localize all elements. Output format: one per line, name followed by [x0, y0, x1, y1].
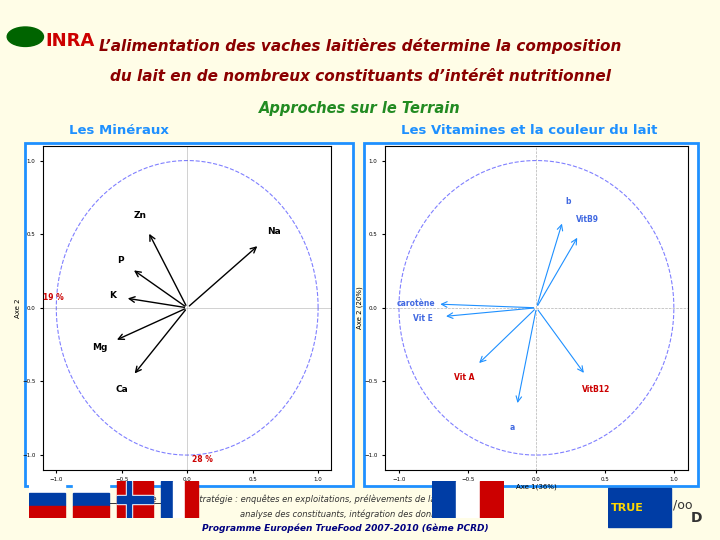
Bar [117, 495, 153, 504]
Bar [456, 481, 480, 518]
Y-axis label: Axe 2: Axe 2 [15, 298, 21, 318]
Text: Zn: Zn [134, 212, 147, 220]
Text: Na: Na [267, 227, 281, 236]
Text: K: K [109, 292, 116, 300]
Bar [185, 481, 197, 518]
Bar [73, 481, 109, 493]
Text: INRA: INRA [45, 31, 95, 50]
Bar [432, 481, 456, 518]
Text: P: P [117, 256, 124, 266]
Text: Vit A: Vit A [454, 373, 474, 382]
Bar [73, 493, 109, 506]
Text: Ca: Ca [116, 384, 128, 394]
Bar [127, 481, 132, 518]
Bar [174, 481, 185, 518]
Text: 19 %: 19 % [43, 293, 64, 302]
Bar [29, 506, 65, 518]
Text: /oo: /oo [673, 498, 693, 511]
Text: 28 %: 28 % [192, 455, 213, 464]
Bar [608, 488, 671, 526]
Bar [126, 481, 132, 518]
Text: D: D [691, 511, 703, 525]
Text: Programme Européen TrueFood 2007-2010 (6ème PCRD): Programme Européen TrueFood 2007-2010 (6… [202, 523, 489, 533]
Text: Stratégie: Stratégie [119, 495, 158, 504]
Text: a: a [510, 423, 516, 432]
Bar [73, 506, 109, 518]
Text: Approches sur le Terrain: Approches sur le Terrain [259, 100, 461, 116]
Text: VitB9: VitB9 [577, 215, 600, 224]
Bar [29, 493, 65, 506]
Text: b: b [566, 197, 571, 206]
Bar [117, 496, 153, 503]
Text: Mg: Mg [92, 343, 107, 352]
Text: VitB12: VitB12 [582, 386, 611, 394]
Circle shape [7, 27, 43, 46]
Bar [480, 481, 504, 518]
Text: Stratégie : enquêtes en exploitations, prélèvements de laits de tournée,: Stratégie : enquêtes en exploitations, p… [194, 495, 497, 504]
Bar [117, 481, 153, 518]
Text: Les Minéraux: Les Minéraux [69, 124, 168, 137]
FancyBboxPatch shape [364, 143, 698, 486]
X-axis label: Axe 1(36%): Axe 1(36%) [516, 484, 557, 490]
Text: analyse des constituants, intégration des données: analyse des constituants, intégration de… [240, 509, 451, 519]
Bar [29, 481, 65, 493]
X-axis label: Axe 1: Axe 1 [177, 484, 197, 490]
FancyBboxPatch shape [25, 143, 353, 486]
Text: Vit E: Vit E [413, 314, 433, 323]
Text: Les Vitamines et la couleur du lait: Les Vitamines et la couleur du lait [401, 124, 657, 137]
Text: du lait en de nombreux constituants d’intérêt nutritionnel: du lait en de nombreux constituants d’in… [109, 69, 611, 84]
Text: carotène: carotène [397, 299, 435, 308]
Text: TRUE: TRUE [611, 503, 643, 512]
Y-axis label: Axe 2 (20%): Axe 2 (20%) [356, 286, 363, 329]
Bar [161, 481, 174, 518]
Text: L’alimentation des vaches laitières détermine la composition: L’alimentation des vaches laitières déte… [99, 38, 621, 54]
